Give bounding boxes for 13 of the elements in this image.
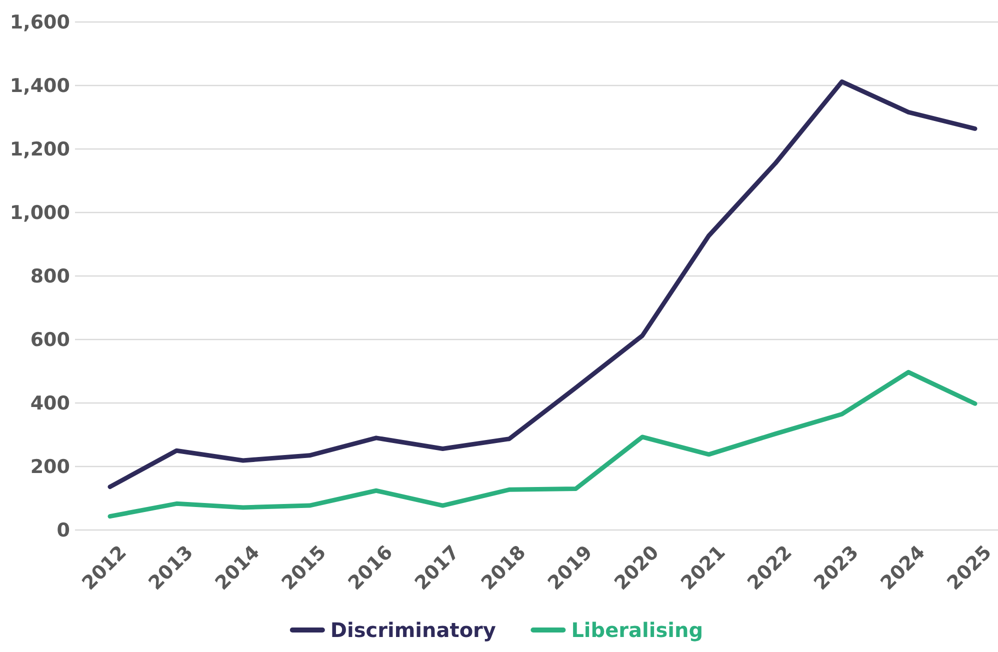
y-tick-label: 400 [30, 392, 70, 415]
line-series [108, 79, 978, 490]
legend-label: Liberalising [571, 618, 704, 642]
y-tick-label: 1,200 [10, 138, 70, 161]
y-tick-label: 800 [30, 266, 70, 288]
legend-label: Discriminatory [330, 618, 496, 642]
y-tick-label: 1,000 [10, 202, 70, 224]
y-tick-label: 1,600 [10, 12, 70, 34]
y-tick-label: 1,400 [10, 75, 70, 98]
y-tick-label: 200 [30, 456, 70, 478]
line-series [108, 370, 978, 519]
y-tick-label: 600 [30, 329, 70, 352]
y-tick-label: 0 [56, 520, 70, 542]
